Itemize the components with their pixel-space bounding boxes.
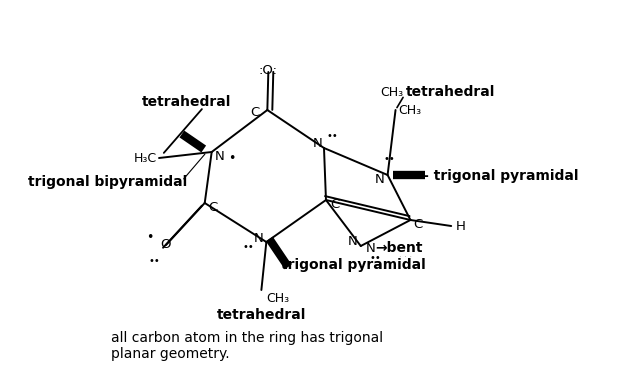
Text: trigonal pyramidal: trigonal pyramidal xyxy=(281,258,426,272)
Text: N: N xyxy=(366,242,376,255)
Text: N: N xyxy=(253,232,263,245)
Text: ••: •• xyxy=(384,154,396,164)
Text: trigonal bipyramidal: trigonal bipyramidal xyxy=(28,175,187,189)
Text: ••: •• xyxy=(148,256,160,266)
Text: C: C xyxy=(414,218,422,231)
Text: N: N xyxy=(375,173,384,186)
Text: H₃C: H₃C xyxy=(134,151,157,164)
Text: all carbon atom in the ring has trigonal: all carbon atom in the ring has trigonal xyxy=(111,331,383,345)
Text: C: C xyxy=(250,105,260,118)
Text: N: N xyxy=(348,235,358,248)
Text: •: • xyxy=(228,151,235,164)
Text: N: N xyxy=(215,150,225,163)
Text: H: H xyxy=(456,220,466,233)
Text: tetrahedral: tetrahedral xyxy=(142,95,232,109)
Text: →bent: →bent xyxy=(376,241,423,255)
Text: :O:: :O: xyxy=(259,64,278,77)
Text: ••: •• xyxy=(370,253,381,263)
Text: ••: •• xyxy=(326,131,338,141)
Text: C: C xyxy=(208,201,218,214)
Text: · · ·: · · · xyxy=(399,253,412,263)
Text: CH₃: CH₃ xyxy=(266,292,290,305)
Text: tetrahedral: tetrahedral xyxy=(406,85,495,99)
Text: N: N xyxy=(312,137,322,150)
Text: tetrahedral: tetrahedral xyxy=(217,308,306,322)
Text: C: C xyxy=(330,198,339,211)
Text: CH₃: CH₃ xyxy=(399,104,422,116)
Text: •: • xyxy=(147,230,154,243)
Text: CH₃: CH₃ xyxy=(381,85,404,98)
Text: ••: •• xyxy=(243,242,255,252)
Text: — trigonal pyramidal: — trigonal pyramidal xyxy=(416,169,579,183)
Text: O: O xyxy=(161,239,171,252)
Text: planar geometry.: planar geometry. xyxy=(111,347,230,361)
